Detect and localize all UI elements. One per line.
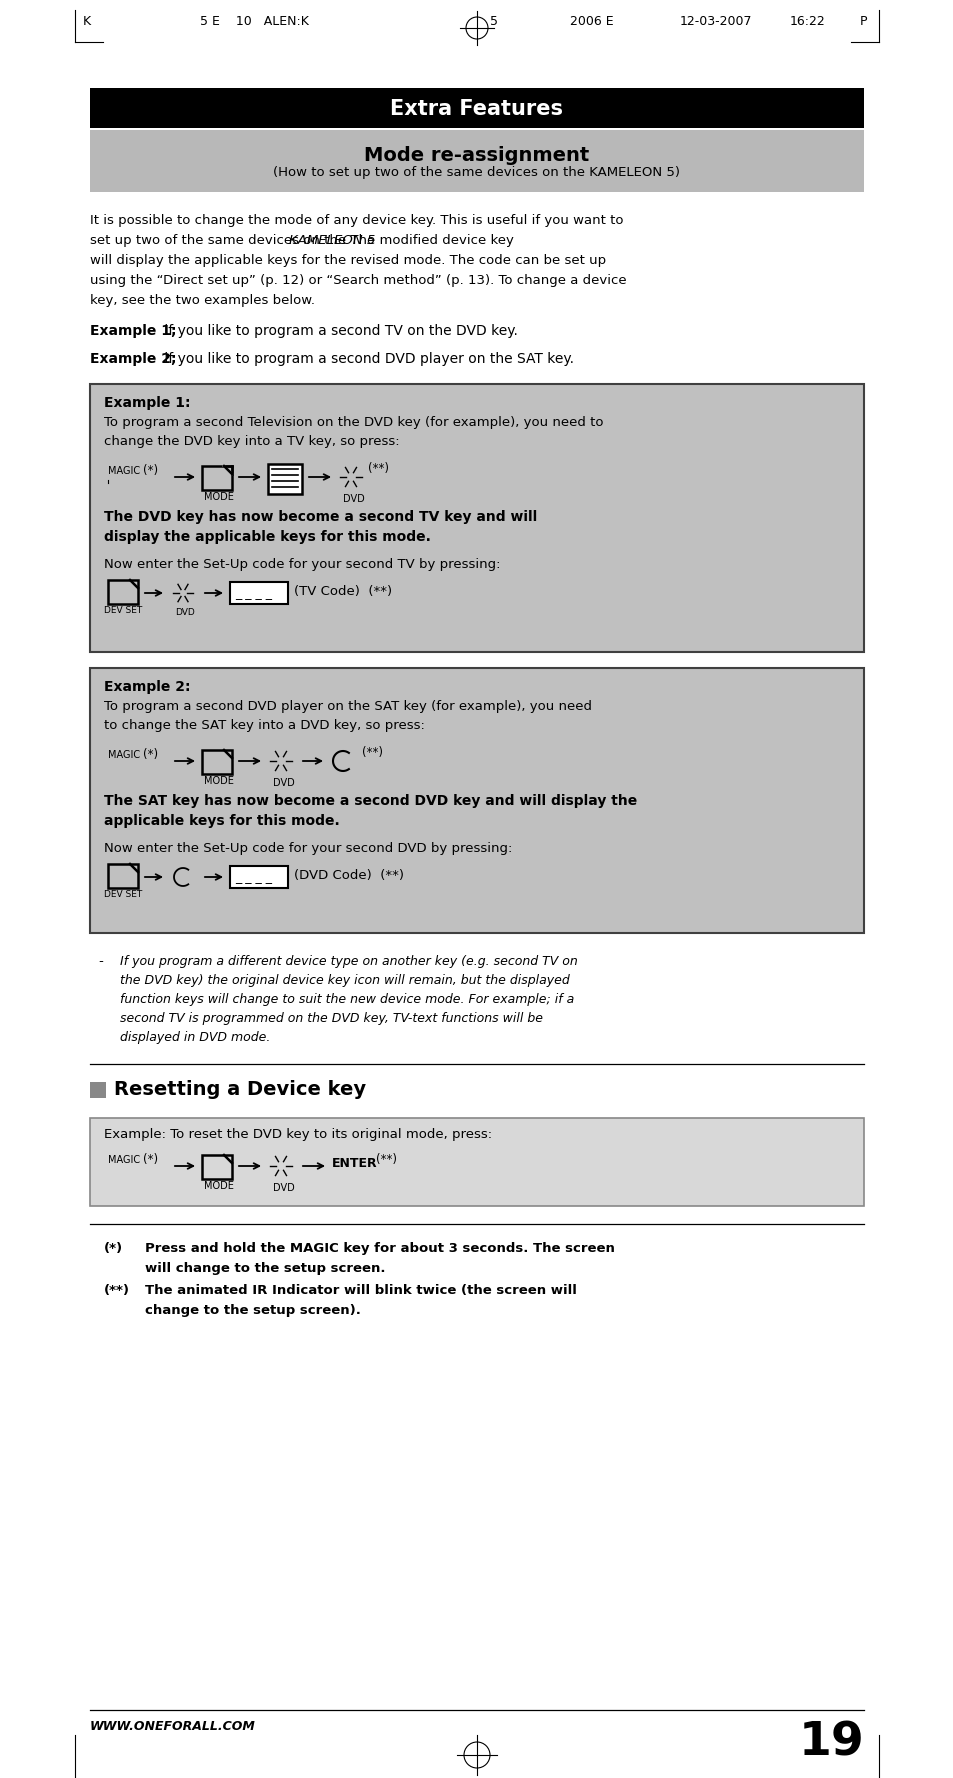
Text: (*): (*) [143,1152,158,1166]
Text: DVD: DVD [343,494,364,503]
Text: the DVD key) the original device key icon will remain, but the displayed: the DVD key) the original device key ico… [120,974,569,987]
Text: Resetting a Device key: Resetting a Device key [113,1079,366,1099]
Text: (*): (*) [104,1243,123,1255]
Text: MODE: MODE [204,775,233,786]
Bar [108,864,138,887]
Bar [108,580,138,605]
Text: (**): (**) [104,1284,130,1296]
Text: DEV SET: DEV SET [104,891,142,900]
Text: ENTER: ENTER [332,1157,377,1170]
Text: displayed in DVD mode.: displayed in DVD mode. [120,1031,270,1044]
Text: _ _ _ _: _ _ _ _ [234,871,272,884]
Text: MODE: MODE [204,1181,233,1191]
Text: Example: To reset the DVD key to its original mode, press:: Example: To reset the DVD key to its ori… [104,1127,492,1141]
Text: Now enter the Set-Up code for your second TV by pressing:: Now enter the Set-Up code for your secon… [104,558,500,571]
Text: MAGIC: MAGIC [108,1156,140,1165]
Text: will change to the setup screen.: will change to the setup screen. [145,1262,385,1275]
Text: (How to set up two of the same devices on the KAMELEON 5): (How to set up two of the same devices o… [274,165,679,180]
Text: MODE: MODE [204,493,233,501]
Text: (DVD Code)  (**): (DVD Code) (**) [294,869,403,882]
Text: Example 1:: Example 1: [104,396,191,411]
Text: -: - [98,955,103,967]
Text: Example 2;: Example 2; [90,352,176,366]
Text: second TV is programmed on the DVD key, TV-text functions will be: second TV is programmed on the DVD key, … [120,1012,542,1024]
Text: Example 1;: Example 1; [90,324,176,338]
Text: 19: 19 [798,1719,863,1766]
Text: if you like to program a second TV on the DVD key.: if you like to program a second TV on th… [160,324,517,338]
Text: (**): (**) [368,462,389,475]
Text: if you like to program a second DVD player on the SAT key.: if you like to program a second DVD play… [160,352,574,366]
Bar [90,130,863,192]
Bar [268,464,302,494]
Text: will display the applicable keys for the revised mode. The code can be set up: will display the applicable keys for the… [90,254,605,267]
Text: DVD: DVD [273,1182,294,1193]
Text: Now enter the Set-Up code for your second DVD by pressing:: Now enter the Set-Up code for your secon… [104,843,512,855]
Text: P: P [859,14,866,28]
Text: The DVD key has now become a second TV key and will: The DVD key has now become a second TV k… [104,510,537,525]
Bar [90,87,863,128]
Text: Mode re-assignment: Mode re-assignment [364,146,589,165]
Text: If you program a different device type on another key (e.g. second TV on: If you program a different device type o… [120,955,578,967]
Text: (**): (**) [375,1152,396,1166]
Text: 5: 5 [490,14,497,28]
Text: WWW.ONEFORALL.COM: WWW.ONEFORALL.COM [90,1719,255,1734]
Bar [202,1156,232,1179]
Text: KAMELEON 5: KAMELEON 5 [289,235,375,247]
Text: (**): (**) [361,747,382,759]
Text: change to the setup screen).: change to the setup screen). [145,1303,360,1317]
Text: The animated IR Indicator will blink twice (the screen will: The animated IR Indicator will blink twi… [145,1284,577,1296]
Text: set up two of the same devices on the: set up two of the same devices on the [90,235,350,247]
Text: 2006 E: 2006 E [569,14,613,28]
Text: change the DVD key into a TV key, so press:: change the DVD key into a TV key, so pre… [104,436,399,448]
Text: . The modified device key: . The modified device key [341,235,514,247]
Text: to change the SAT key into a DVD key, so press:: to change the SAT key into a DVD key, so… [104,718,424,733]
Bar [202,466,232,491]
Text: (TV Code)  (**): (TV Code) (**) [294,585,392,597]
Text: 5 E    10   ALEN:K: 5 E 10 ALEN:K [200,14,309,28]
Text: The SAT key has now become a second DVD key and will display the: The SAT key has now become a second DVD … [104,795,637,807]
Bar [90,1118,863,1205]
Bar [202,750,232,773]
Bar [230,866,288,887]
Text: To program a second DVD player on the SAT key (for example), you need: To program a second DVD player on the SA… [104,701,592,713]
Text: _ _ _ _: _ _ _ _ [234,587,272,599]
Text: function keys will change to suit the new device mode. For example; if a: function keys will change to suit the ne… [120,992,574,1006]
Text: applicable keys for this mode.: applicable keys for this mode. [104,814,339,829]
Text: MAGIC: MAGIC [108,750,140,759]
Text: DVD: DVD [273,779,294,788]
Text: key, see the two examples below.: key, see the two examples below. [90,293,314,308]
Text: MAGIC: MAGIC [108,466,140,477]
Bar [90,669,863,933]
Text: K: K [83,14,91,28]
Bar [230,581,288,605]
Text: using the “Direct set up” (p. 12) or “Search method” (p. 13). To change a device: using the “Direct set up” (p. 12) or “Se… [90,274,626,286]
Text: display the applicable keys for this mode.: display the applicable keys for this mod… [104,530,431,544]
Text: 12-03-2007: 12-03-2007 [679,14,752,28]
Text: To program a second Television on the DVD key (for example), you need to: To program a second Television on the DV… [104,416,603,428]
Text: Extra Features: Extra Features [390,100,563,119]
Text: Example 2:: Example 2: [104,679,191,693]
Text: (*): (*) [143,464,158,477]
Bar [90,1083,106,1099]
Text: (*): (*) [143,749,158,761]
Text: DVD: DVD [174,608,194,617]
Text: DEV SET: DEV SET [104,606,142,615]
Text: It is possible to change the mode of any device key. This is useful if you want : It is possible to change the mode of any… [90,213,623,228]
Text: Press and hold the MAGIC key for about 3 seconds. The screen: Press and hold the MAGIC key for about 3… [145,1243,615,1255]
Text: 16:22: 16:22 [789,14,825,28]
Bar [90,384,863,653]
